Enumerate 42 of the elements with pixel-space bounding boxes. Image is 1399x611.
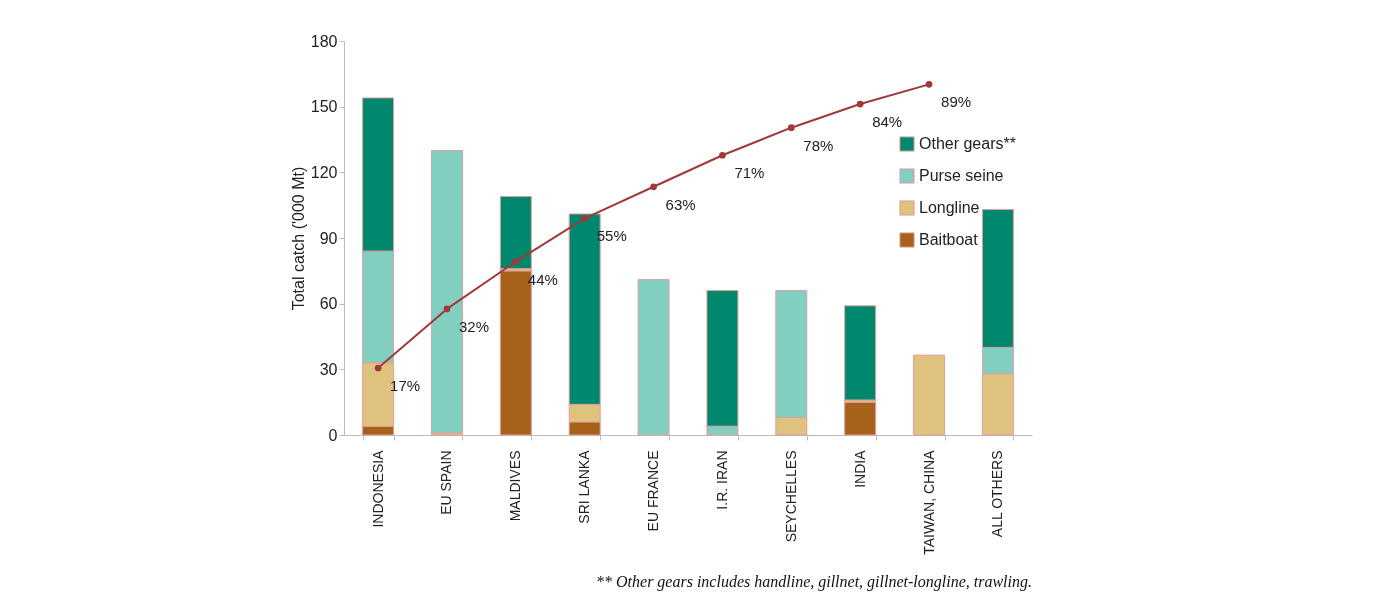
x-tick-label: ALL OTHERS	[989, 450, 1006, 538]
legend-label: Baitboat	[919, 231, 979, 248]
legend-label: Longline	[919, 199, 980, 216]
y-tick-label: 60	[319, 295, 338, 313]
data-label: 84%	[872, 113, 903, 131]
point	[650, 183, 657, 191]
y-tick-label: 90	[319, 229, 338, 247]
x-tick-label: SRI LANKA	[576, 449, 593, 524]
bar	[637, 279, 670, 436]
bar	[844, 401, 877, 436]
data-label: 63%	[665, 195, 696, 213]
x-tick-label: I.R. IRAN	[713, 450, 730, 510]
point	[512, 258, 520, 265]
y-tick-label: 0	[328, 426, 338, 444]
x-tick-label: SEYCHELLES	[782, 450, 799, 543]
y-tick-label: 30	[319, 360, 338, 378]
x-tick-label: EU FRANCE	[645, 450, 662, 532]
point	[374, 364, 382, 372]
bar	[913, 354, 946, 436]
point	[581, 214, 589, 222]
x-tick-label: INDIA	[851, 449, 868, 488]
y-tick-label: 150	[310, 98, 338, 116]
point	[443, 305, 451, 313]
x-tick-label: EU SPAIN	[438, 450, 455, 515]
legend-label: Other gears**	[919, 135, 1016, 152]
point	[787, 124, 795, 132]
point	[719, 151, 726, 159]
y-tick-label: 120	[310, 163, 338, 181]
bar	[844, 305, 877, 401]
point	[925, 80, 933, 88]
y-axis-title: Total catch ('000 Mt)	[289, 166, 307, 311]
data-label: 89%	[941, 93, 972, 111]
point	[856, 100, 864, 108]
x-tick-label: TAIWAN, CHINA	[920, 449, 937, 555]
text: ** Other gears includes handline, gillnet, gillnet-longline, trawling.	[596, 573, 1032, 592]
data-label: 71%	[734, 164, 765, 182]
y-tick-label: 180	[310, 32, 338, 50]
legend-label: Purse seine	[919, 167, 1004, 184]
bar	[499, 195, 532, 270]
x-tick-label: MALDIVES	[507, 450, 524, 522]
data-label: 78%	[803, 136, 834, 154]
x-tick-label: INDONESIA	[369, 449, 386, 528]
